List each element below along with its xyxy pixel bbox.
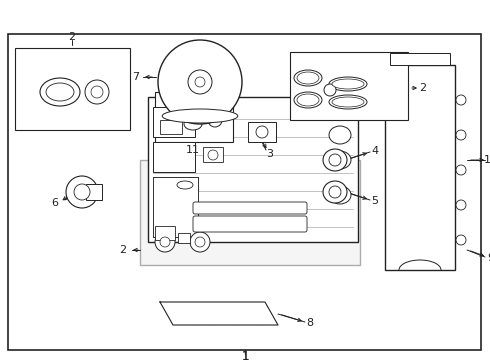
Ellipse shape [294, 92, 322, 108]
Text: 8: 8 [306, 318, 314, 328]
Bar [155, 92, 233, 142]
Text: 7: 7 [132, 72, 140, 82]
Circle shape [208, 150, 218, 160]
Text: 2: 2 [69, 32, 75, 42]
Text: 2: 2 [119, 245, 126, 255]
Circle shape [456, 235, 466, 245]
Circle shape [195, 77, 205, 87]
Ellipse shape [177, 181, 193, 189]
Bar [153, 177, 198, 237]
Ellipse shape [332, 79, 364, 89]
Circle shape [158, 40, 242, 124]
Ellipse shape [40, 78, 80, 106]
Bar [178, 233, 190, 243]
Circle shape [256, 126, 268, 138]
Bar [248, 122, 276, 142]
Bar [160, 120, 182, 134]
Circle shape [190, 232, 210, 252]
Ellipse shape [329, 95, 367, 109]
Circle shape [456, 95, 466, 105]
Circle shape [155, 232, 175, 252]
Ellipse shape [332, 97, 364, 107]
Ellipse shape [208, 113, 222, 127]
Circle shape [456, 165, 466, 175]
Text: 9: 9 [488, 253, 490, 263]
Text: 3: 3 [267, 149, 273, 159]
Ellipse shape [297, 72, 319, 84]
Ellipse shape [329, 186, 351, 204]
Circle shape [195, 237, 205, 247]
Bar [155, 226, 175, 240]
Circle shape [188, 70, 212, 94]
Ellipse shape [46, 83, 74, 101]
Circle shape [91, 86, 103, 98]
Text: 4: 4 [371, 146, 379, 156]
Bar [140, 160, 360, 265]
FancyBboxPatch shape [193, 216, 307, 232]
Circle shape [74, 184, 90, 200]
FancyBboxPatch shape [193, 202, 307, 214]
Text: 1: 1 [241, 351, 249, 360]
Bar [390, 53, 450, 65]
Bar [385, 65, 455, 270]
Text: 1: 1 [241, 351, 249, 360]
Ellipse shape [323, 149, 347, 171]
Ellipse shape [323, 181, 347, 203]
Bar [203, 147, 223, 162]
Circle shape [456, 200, 466, 210]
Bar [148, 97, 358, 242]
Ellipse shape [329, 126, 351, 144]
Text: 5: 5 [371, 196, 378, 206]
Bar [153, 142, 195, 172]
Circle shape [66, 176, 98, 208]
Polygon shape [160, 302, 278, 325]
Bar [153, 177, 198, 237]
Bar [15, 48, 130, 130]
Bar [290, 52, 408, 120]
Bar [86, 184, 102, 200]
Ellipse shape [329, 77, 367, 91]
Circle shape [456, 130, 466, 140]
Circle shape [85, 80, 109, 104]
Ellipse shape [184, 118, 202, 130]
Text: 2: 2 [419, 83, 427, 93]
Text: 6: 6 [51, 198, 58, 208]
Circle shape [329, 186, 341, 198]
Ellipse shape [294, 70, 322, 86]
Text: 10: 10 [484, 155, 490, 165]
Bar [8, 34, 481, 350]
Ellipse shape [162, 109, 238, 123]
Bar [153, 107, 195, 137]
Text: 11: 11 [186, 145, 200, 155]
Ellipse shape [297, 94, 319, 106]
Ellipse shape [329, 151, 351, 169]
Circle shape [329, 154, 341, 166]
Circle shape [160, 237, 170, 247]
Circle shape [324, 84, 336, 96]
